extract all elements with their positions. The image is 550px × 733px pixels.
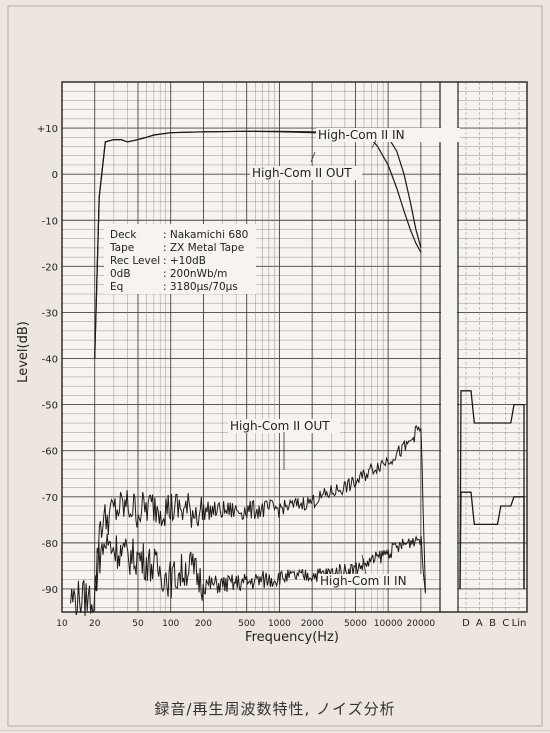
y-tick-label: -40 [42,355,58,366]
info-box-value: : 3180μs/70μs [163,281,238,293]
info-box: Deck : Nakamichi 680 Tape : ZX Metal TapeRe… [104,224,256,294]
weighting-level-line [459,491,525,590]
x-tick-label: 500 [238,619,255,629]
x-tick-label: 100 [162,619,179,629]
label-freq-in: High-Com II IN [318,128,405,142]
series-layer [70,130,525,616]
info-box-key: Tape [109,242,134,254]
weighting-level-line [459,390,525,590]
x-tick-label: 1000 [268,619,291,629]
weighting-tick-label: Lin [512,618,527,629]
x-tick-label: 20000 [407,619,436,629]
info-box-key: 0dB [110,268,131,280]
x-axis-label: Frequency(Hz) [245,630,339,645]
y-tick-label: -30 [42,308,58,319]
plot-background [62,82,527,612]
y-tick-label: -10 [42,216,58,227]
weighting-tick-label: B [489,618,496,629]
info-box-key: Deck [110,229,137,241]
y-tick-label: -70 [42,493,58,504]
x-tick-label: 20 [89,619,101,629]
info-box-key: Rec Level [110,255,160,267]
label-freq-out: High-Com II OUT [252,166,352,180]
page-border [7,5,543,727]
x-tick-label: 10 [56,619,68,629]
y-axis-label: Level(dB) [16,321,31,383]
series-noise-line [94,533,426,601]
section-gap [441,82,457,612]
y-tick-label: -20 [42,262,58,273]
bottom-edge-line [0,730,550,731]
x-tick-label: 50 [132,619,144,629]
info-box-value: : 200nWb/m [163,268,227,280]
plot-frame [61,81,528,613]
x-tick-label: 10000 [374,619,403,629]
y-tick-label: -50 [42,401,58,412]
weighting-tick-label: D [462,618,470,629]
x-tick-label: 5000 [344,619,367,629]
figure-caption: 録音/再生周波数特性, ノイズ分析 [154,700,396,718]
info-box-bg [104,224,256,294]
x-tick-label: 2000 [301,619,324,629]
series-noise-line [70,425,426,616]
weighting-tick-label: A [476,618,483,629]
y-tick-label: +10 [37,124,58,135]
y-axis-ticks: +10 0 -10 -20 -30 -40 -50 -60 -70 -80 -90 [37,124,58,596]
weighting-axis-ticks: D A B C Lin [462,618,526,629]
x-tick-label: 200 [195,619,212,629]
weighting-tick-label: C [502,618,509,629]
y-tick-label: 0 [52,170,58,181]
info-box-value: : +10dB [163,255,206,267]
label-noise-in: High-Com II IN [320,574,407,588]
info-box-value: : Nakamichi 680 [163,229,248,241]
label-noise-out: High-Com II OUT [230,419,330,433]
info-box-value: : ZX Metal Tape [163,242,244,254]
y-tick-label: -80 [42,539,58,550]
y-tick-label: -60 [42,447,58,458]
info-box-key: Eq [110,281,123,293]
x-axis-ticks: 10 20 50 100 200 500 1000 2000 5000 10000 20000 [56,619,435,629]
series-frequency_response-line [94,130,422,359]
y-tick-label: -90 [42,585,58,596]
